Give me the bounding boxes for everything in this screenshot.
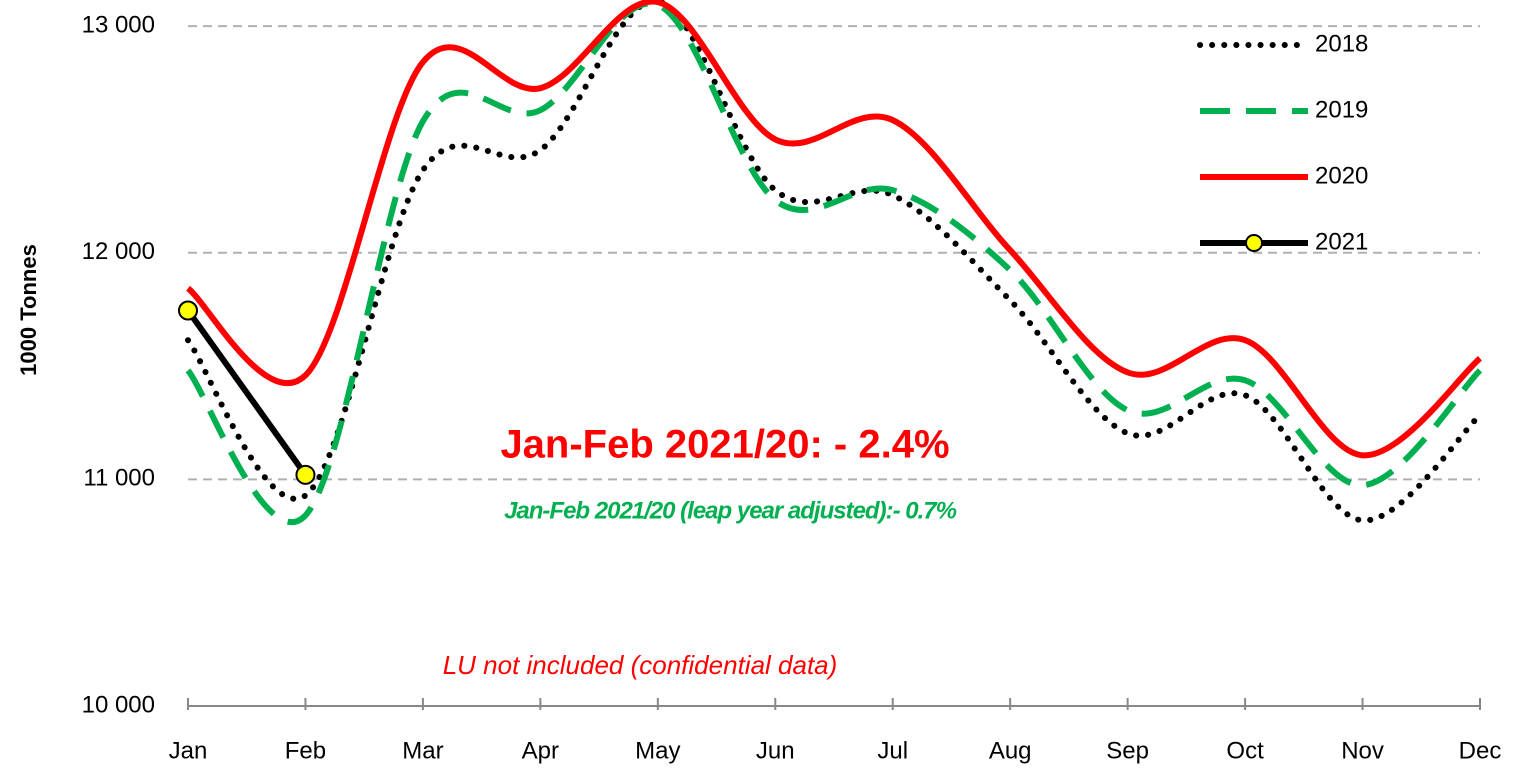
x-tick-label: Sep xyxy=(1106,737,1149,764)
x-tick-label: Aug xyxy=(989,737,1032,764)
x-tick-label: May xyxy=(635,737,680,764)
legend-marker xyxy=(1245,234,1263,252)
legend-label: 2019 xyxy=(1315,96,1368,123)
y-tick-label: 11 000 xyxy=(83,465,155,492)
series-line xyxy=(186,0,1482,459)
annotation: LU not included (confidential data) xyxy=(443,650,838,680)
marker xyxy=(178,300,198,321)
x-tick-label: Jan xyxy=(169,737,208,764)
x-tick-label: Apr xyxy=(522,737,559,764)
x-tick-label: Mar xyxy=(402,737,443,764)
legend-label: 2021 xyxy=(1315,228,1368,255)
legend-label: 2018 xyxy=(1315,30,1368,57)
x-tick-label: Jun xyxy=(756,737,795,764)
series-line xyxy=(185,308,308,477)
x-tick-label: Nov xyxy=(1341,737,1384,764)
marker xyxy=(295,464,316,485)
legend-label: 2020 xyxy=(1315,162,1368,189)
annotation: Jan-Feb 2021/20 (leap year adjusted):- 0… xyxy=(504,497,957,524)
x-tick-label: Jul xyxy=(877,737,908,764)
y-tick-label: 10 000 xyxy=(82,691,155,718)
y-tick-label: 12 000 xyxy=(82,238,155,265)
y-axis-label: 1000 Tonnes xyxy=(16,244,41,376)
annotation: Jan-Feb 2021/20: - 2.4% xyxy=(500,423,949,467)
x-tick-label: Feb xyxy=(285,737,326,764)
x-tick-label: Oct xyxy=(1226,737,1264,764)
x-tick-label: Dec xyxy=(1459,737,1502,764)
y-tick-label: 13 000 xyxy=(82,11,155,38)
series-line xyxy=(185,0,1483,526)
